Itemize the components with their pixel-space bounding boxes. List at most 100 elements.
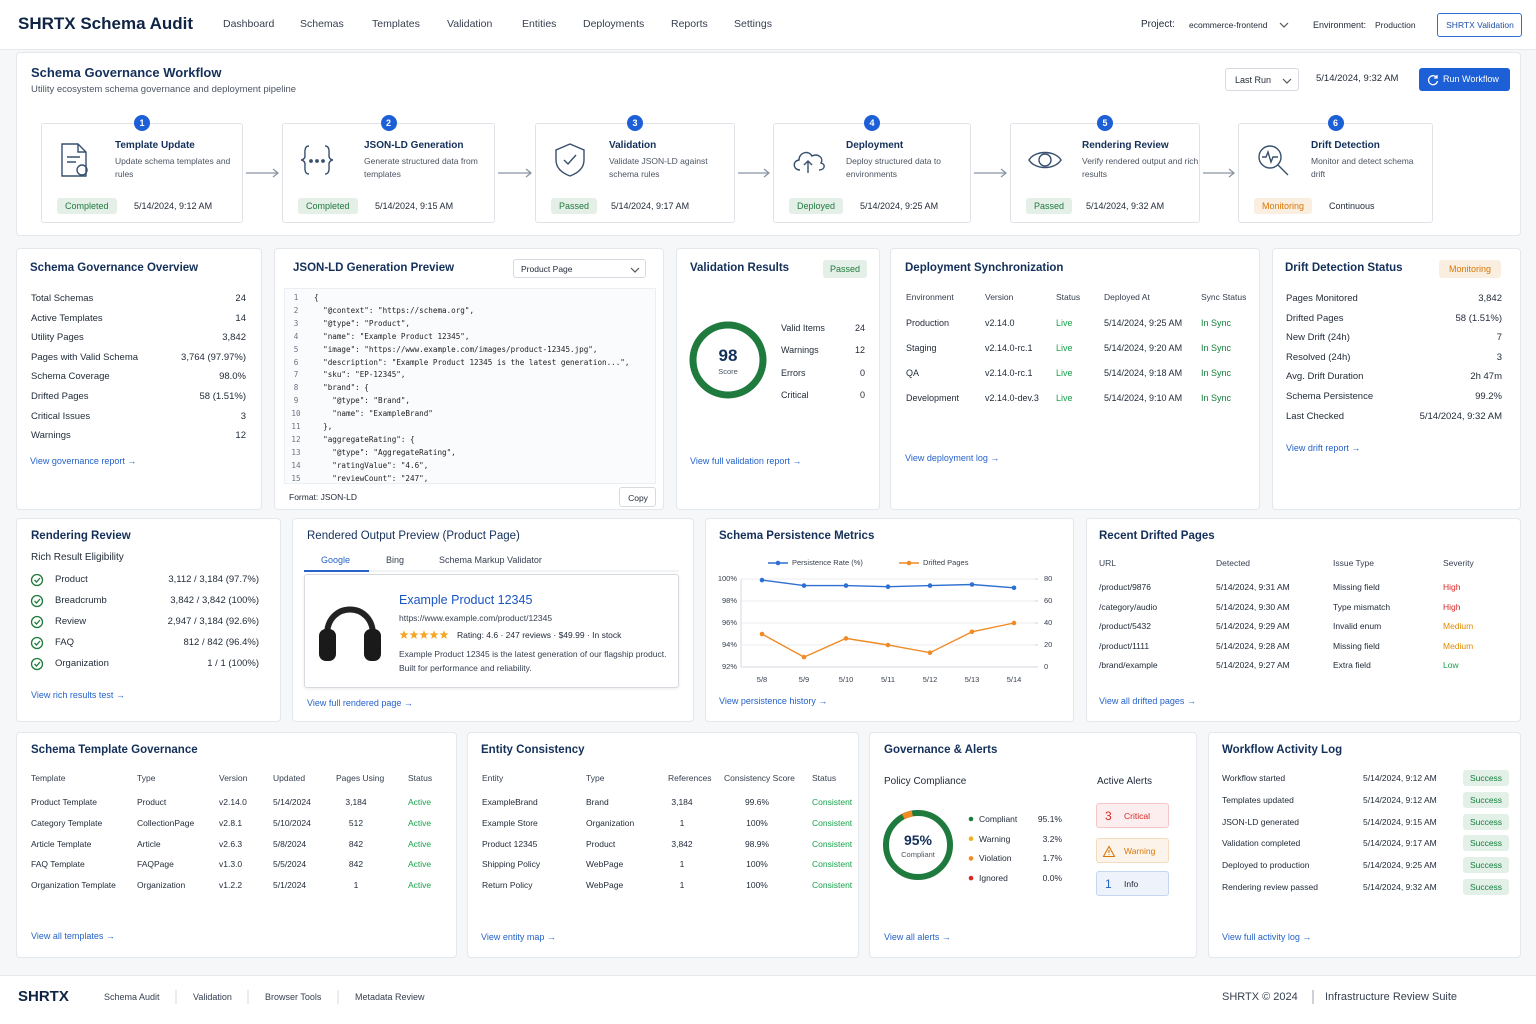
workflow-step: Deployment Deploy structured data to envi… [773, 123, 971, 223]
copyright: SHRTX © 2024 [1222, 991, 1298, 1003]
footer-link[interactable]: Schema Audit [104, 992, 160, 1002]
nav-link[interactable]: Schemas [300, 18, 344, 30]
footer-link[interactable]: Browser Tools [265, 992, 322, 1002]
copy-button[interactable]: Copy [619, 487, 656, 507]
graphic [1427, 75, 1439, 86]
star [419, 630, 429, 639]
activity-panel: Workflow Activity Log Workflow started 5/1… [1208, 732, 1521, 958]
link[interactable]: View all templates → [31, 931, 115, 941]
cell: Live [1056, 318, 1073, 328]
nav-link[interactable]: Templates [372, 18, 420, 30]
cell: WebPage [586, 880, 624, 890]
code-block: 1 {2 "@context": "https://schema.org", 3 "… [284, 288, 656, 484]
result-title[interactable]: Example Product 12345 [399, 593, 533, 607]
footer-link[interactable]: Validation [193, 992, 232, 1002]
link[interactable]: View governance report → [30, 456, 137, 466]
row-value: 14 [235, 312, 246, 324]
cell: Invalid enum [1333, 621, 1382, 631]
validation-button[interactable]: SHRTX Validation [1437, 13, 1522, 37]
tab[interactable]: Bing [386, 555, 405, 565]
cell: In Sync [1201, 368, 1232, 378]
column-header: Updated [273, 773, 306, 783]
line-number: 15 [291, 473, 301, 483]
icon [1028, 151, 1062, 169]
cell: Active [408, 859, 432, 870]
run-button[interactable]: Run Workflow [1419, 68, 1510, 91]
link[interactable]: View all alerts → [884, 932, 951, 942]
y-tick-label: 98% [721, 596, 737, 605]
y2-tick-label: 80 [1044, 574, 1053, 583]
alert-label: Info [1124, 879, 1139, 889]
nav-link[interactable]: Deployments [583, 18, 645, 30]
link[interactable]: View all drifted pages → [1099, 696, 1196, 706]
cell: Example Store [482, 817, 538, 828]
link[interactable]: View persistence history → [719, 696, 828, 706]
line-number: 11 [291, 422, 301, 431]
code-line: "sku": "EP-12345", [314, 370, 406, 380]
icon [1262, 149, 1289, 176]
link[interactable]: View rich results test → [31, 690, 125, 700]
x-tick-label: 5/8 [756, 675, 768, 684]
link[interactable]: View drift report → [1286, 443, 1361, 453]
cell: ExampleBrand [482, 797, 538, 807]
link[interactable]: View full activity log → [1222, 932, 1312, 942]
alert-item[interactable]: 1 Info [1096, 871, 1169, 896]
nav-link[interactable]: Settings [734, 18, 772, 30]
row-value: 3 [1496, 351, 1502, 363]
link[interactable]: View full rendered page → [307, 698, 413, 708]
templates-panel: Schema Template Governance Template Type Ve… [16, 732, 457, 958]
project-select[interactable]: ecommerce-frontend [1181, 14, 1298, 36]
column-header: Status [812, 773, 837, 783]
panel-title: Drift Detection Status [1285, 262, 1403, 274]
legend-label: Violation [979, 853, 1012, 864]
nav-link[interactable]: Reports [671, 18, 708, 30]
step-description: Generate structured data from templates [364, 156, 478, 179]
nav-link[interactable]: Entities [522, 18, 557, 30]
line-number: 9 [293, 396, 299, 406]
check-icon [34, 577, 41, 583]
alert-item[interactable]: Warning [1096, 838, 1169, 863]
overview-panel: Schema Governance Overview Total Schemas 2… [16, 248, 262, 510]
arrow [1203, 168, 1236, 178]
row-label: Warnings [31, 430, 71, 442]
tab[interactable]: Schema Markup Validator [439, 555, 542, 565]
page-type-select[interactable]: Product Page [513, 259, 646, 278]
nav-link[interactable]: Dashboard [223, 18, 275, 30]
validation-badge: Passed [823, 260, 867, 278]
data-point [1011, 620, 1017, 626]
line-number: 14 [291, 460, 301, 470]
drift-badge: Monitoring [1439, 260, 1501, 278]
cell: Extra field [1333, 660, 1371, 670]
row-value: 58 (1.51%) [199, 391, 246, 402]
deployment-panel: Deployment Synchronization Environment Ver… [890, 248, 1260, 510]
cell: In Sync [1201, 393, 1232, 403]
row-value: 3,842 [222, 332, 246, 344]
tab[interactable]: Google [321, 555, 351, 565]
cell: 5/5/2024 [273, 859, 307, 870]
link[interactable]: View entity map → [481, 932, 556, 942]
line-number: 1 [293, 293, 299, 302]
cell: 100% [746, 859, 768, 870]
check-icon [30, 594, 44, 608]
column-header: Type [137, 773, 156, 783]
run-select[interactable]: Last Run [1225, 68, 1299, 91]
code-line: "reviewCount": "247", [314, 473, 429, 483]
product-image [319, 629, 336, 661]
nav-link[interactable]: Validation [447, 18, 493, 30]
validation-panel: Validation Results Passed 98 Score Valid Ite… [676, 248, 880, 510]
result-url: https://www.example.com/product/12345 [399, 613, 553, 623]
cell: 100% [746, 880, 768, 890]
step-status: Deployed [789, 198, 844, 214]
column-header: Detected [1216, 558, 1251, 568]
link[interactable]: View deployment log → [905, 453, 1000, 463]
row-value: 58 (1.51%) [1455, 312, 1502, 324]
step-number-badge: 3 [627, 115, 643, 131]
cell: v2.14.0 [985, 318, 1015, 328]
step-title: Deployment [846, 140, 904, 151]
cell: 98.9% [744, 838, 770, 849]
alert-item[interactable]: 3 Critical [1096, 803, 1169, 828]
footer-link[interactable]: Metadata Review [355, 992, 425, 1002]
data-point [969, 629, 975, 635]
link[interactable]: View full validation report → [690, 456, 802, 466]
data-point [969, 582, 975, 587]
